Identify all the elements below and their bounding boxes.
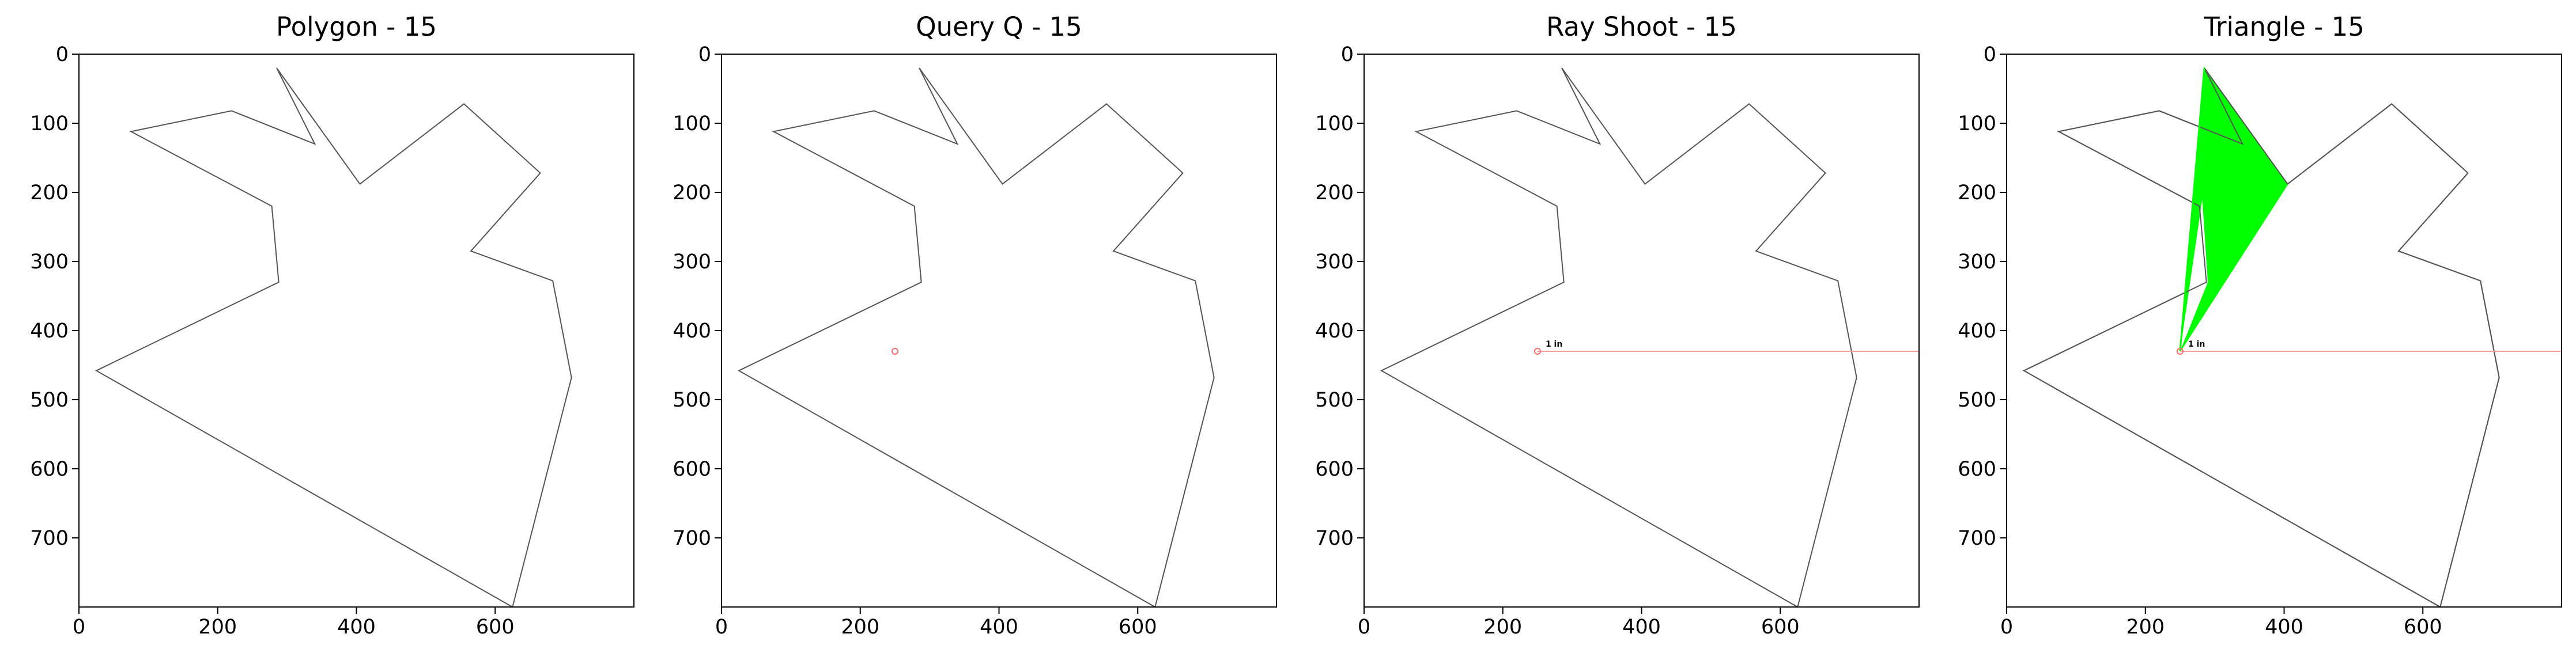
x-tick-label: 0 — [73, 616, 85, 639]
panel-4: Triangle - 15 1 in 0 200 400 600 0 100 200 300 400… — [1958, 12, 2562, 639]
y-tick-label: 400 — [1958, 320, 1996, 343]
axes-frame — [2006, 54, 2562, 608]
panel-2: Query Q - 15 0 200 400 600 0 100 200 300 400 500 60… — [673, 12, 1277, 639]
x-tick-label: 400 — [1622, 616, 1661, 639]
x-tick-label: 0 — [2000, 616, 2013, 639]
polygon-outline — [737, 67, 1215, 607]
y-tick-label: 100 — [1958, 112, 1996, 135]
y-tick-label: 100 — [1315, 112, 1354, 135]
y-tick-label: 0 — [1984, 43, 1996, 66]
panel-title: Triangle - 15 — [2203, 12, 2365, 42]
y-tick-label: 400 — [673, 320, 711, 343]
x-tick-label: 0 — [1358, 616, 1370, 639]
x-tick-label: 200 — [1483, 616, 1522, 639]
query-point — [891, 348, 898, 355]
y-tick-label: 300 — [1958, 251, 1996, 274]
x-tick-label: 200 — [2126, 616, 2165, 639]
y-tick-label: 700 — [1958, 527, 1996, 550]
y-tick-label: 700 — [30, 527, 69, 550]
query-label: 1 in — [1546, 340, 1562, 349]
polygon-outline-overlay — [2022, 67, 2500, 607]
y-tick-label: 600 — [1958, 458, 1996, 481]
polygon-outline — [95, 67, 572, 607]
y-tick-label: 0 — [698, 43, 711, 66]
panel-1: Polygon - 15 0 200 400 600 0 100 200 300 400 500 60… — [30, 12, 634, 639]
x-tick-label: 600 — [1119, 616, 1157, 639]
y-tick-label: 500 — [30, 389, 69, 412]
y-tick-label: 200 — [1958, 181, 1996, 204]
query-point — [2176, 348, 2184, 355]
y-tick-label: 100 — [673, 112, 711, 135]
y-tick-label: 200 — [30, 181, 69, 204]
y-tick-label: 300 — [30, 251, 69, 274]
y-tick-label: 700 — [673, 527, 711, 550]
y-tick-label: 700 — [1315, 527, 1354, 550]
y-tick-label: 400 — [1315, 320, 1354, 343]
x-tick-label: 600 — [476, 616, 515, 639]
plot-area: 1 in — [2022, 66, 2562, 607]
y-tick-label: 500 — [1958, 389, 1996, 412]
y-tick-label: 600 — [673, 458, 711, 481]
y-tick-label: 600 — [30, 458, 69, 481]
y-tick-label: 200 — [673, 181, 711, 204]
x-tick-label: 0 — [715, 616, 728, 639]
y-tick-label: 500 — [1315, 389, 1354, 412]
y-tick-label: 0 — [56, 43, 69, 66]
plot-area: 1 in — [1380, 67, 1919, 607]
x-tick-label: 200 — [198, 616, 237, 639]
x-tick-label: 400 — [980, 616, 1018, 639]
x-tick-label: 400 — [337, 616, 376, 639]
axes-frame — [1363, 54, 1920, 608]
panel-title: Polygon - 15 — [276, 12, 437, 42]
query-point — [1533, 348, 1541, 355]
panel-title: Ray Shoot - 15 — [1546, 12, 1737, 42]
y-tick-label: 0 — [1341, 43, 1354, 66]
x-tick-label: 400 — [2265, 616, 2303, 639]
x-tick-label: 600 — [1761, 616, 1800, 639]
query-label: 1 in — [2188, 340, 2205, 349]
plot-area — [95, 67, 572, 607]
polygon-outline — [1380, 67, 1857, 607]
y-tick-label: 300 — [673, 251, 711, 274]
axes-frame — [721, 54, 1277, 608]
triangle-edge — [2179, 67, 2205, 352]
panel-3: Ray Shoot - 15 1 in 0 200 400 600 0 100 200 300 40… — [1315, 12, 1920, 639]
axes-frame — [78, 54, 634, 608]
y-tick-label: 200 — [1315, 181, 1354, 204]
triangle-notch — [2180, 199, 2208, 351]
panel-title: Query Q - 15 — [916, 12, 1082, 42]
y-tick-label: 600 — [1315, 458, 1354, 481]
y-tick-label: 100 — [30, 112, 69, 135]
y-tick-label: 500 — [673, 389, 711, 412]
y-tick-label: 400 — [30, 320, 69, 343]
plot-area — [737, 67, 1215, 607]
x-tick-label: 600 — [2404, 616, 2442, 639]
y-tick-label: 300 — [1315, 251, 1354, 274]
x-tick-label: 200 — [841, 616, 879, 639]
